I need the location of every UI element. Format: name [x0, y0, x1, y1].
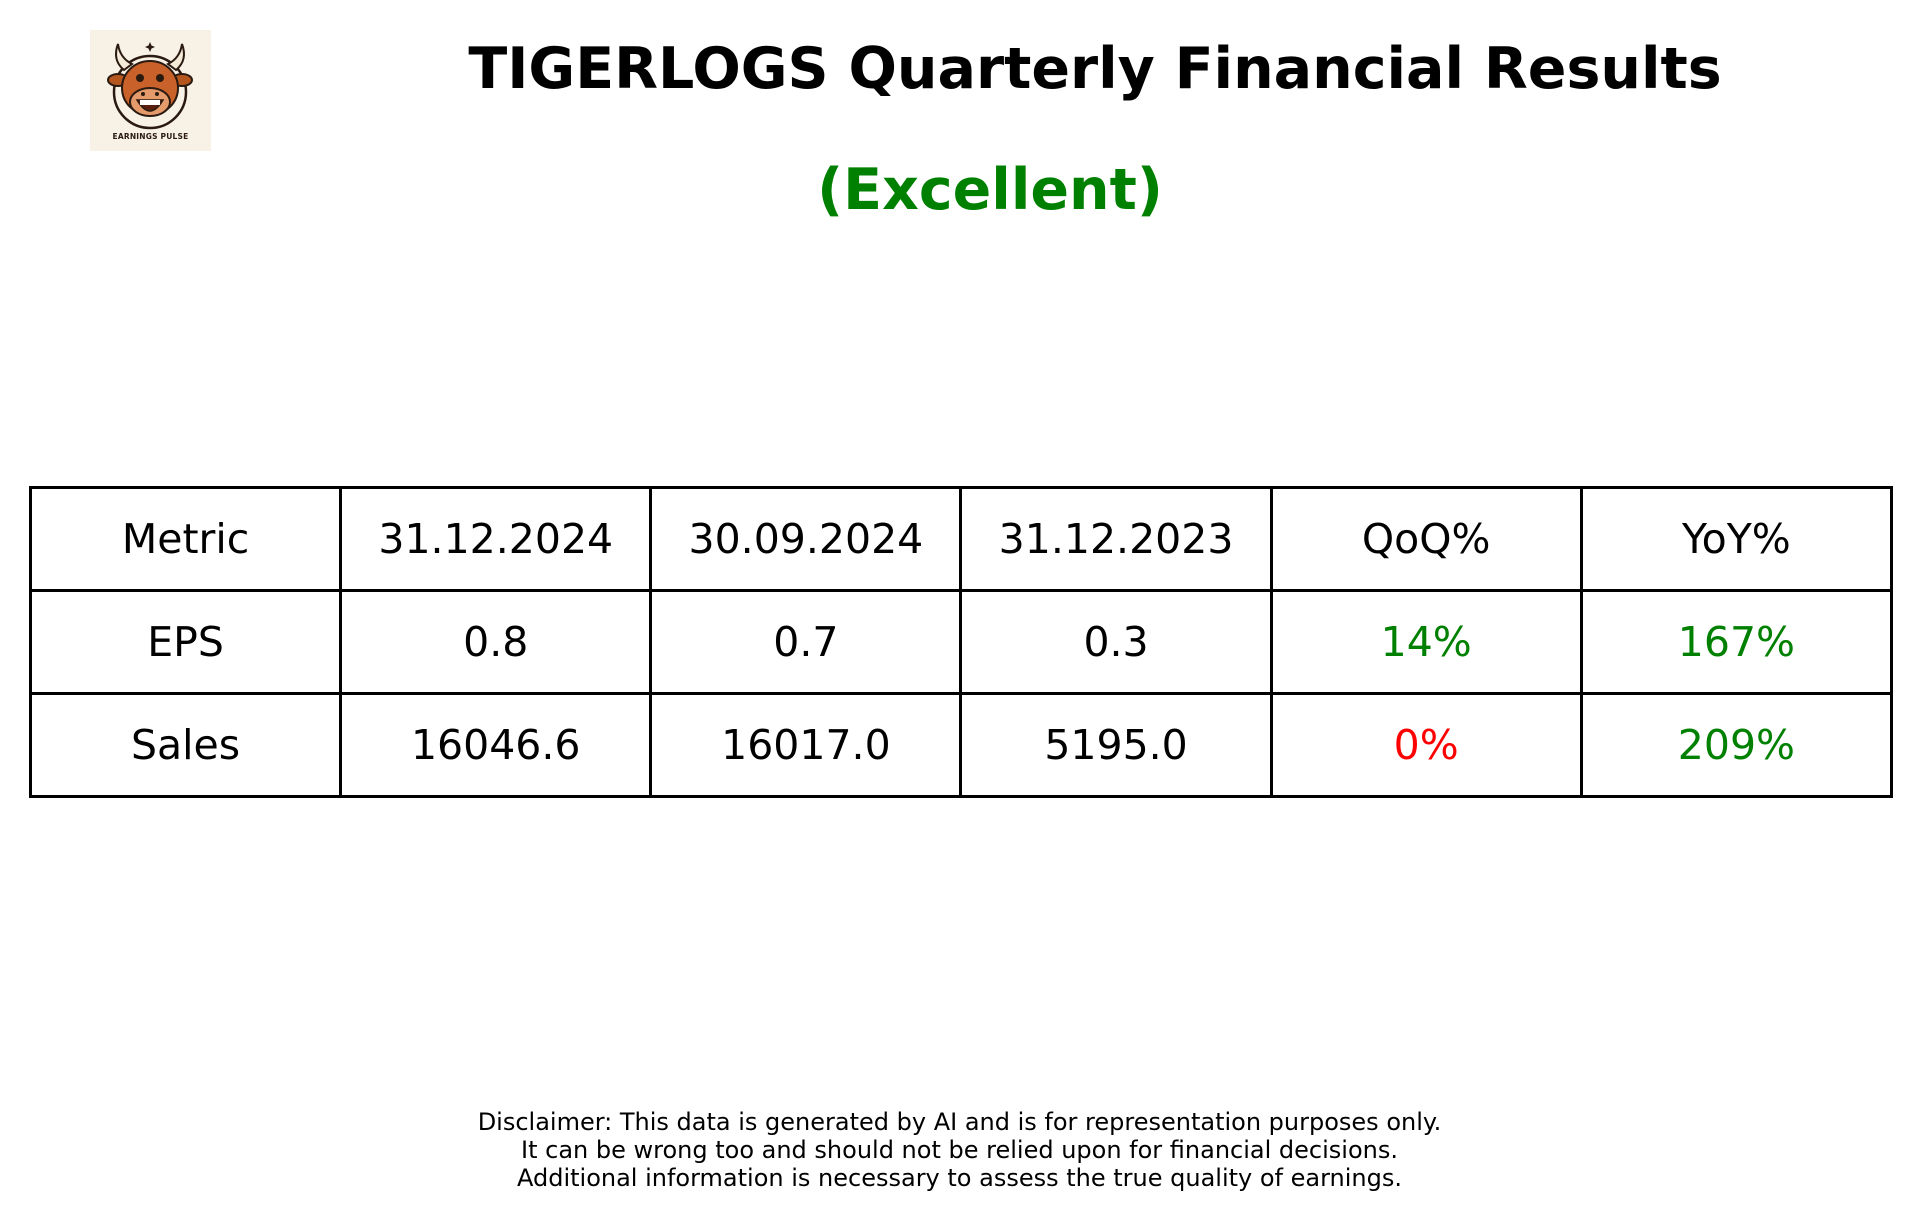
column-header: YoY% — [1579, 486, 1894, 592]
qoq-cell: 14% — [1269, 589, 1583, 695]
column-header: 31.12.2024 — [339, 486, 653, 592]
disclaimer-line: Additional information is necessary to a… — [516, 1164, 1402, 1192]
value-cell: 16046.6 — [339, 692, 653, 798]
yoy-cell: 167% — [1579, 589, 1894, 695]
value-cell: 0.7 — [649, 589, 963, 695]
column-header: Metric — [28, 486, 343, 592]
table-row-eps: EPS 0.8 0.7 0.3 14% 167% — [28, 589, 1894, 695]
column-header: 31.12.2023 — [959, 486, 1273, 592]
column-header: 30.09.2024 — [649, 486, 963, 592]
value-cell: 0.3 — [959, 589, 1273, 695]
disclaimer-line: Disclaimer: This data is generated by AI… — [477, 1108, 1442, 1136]
qoq-cell: 0% — [1269, 692, 1583, 798]
column-header: QoQ% — [1269, 486, 1583, 592]
disclaimer-line: It can be wrong too and should not be re… — [521, 1136, 1398, 1164]
value-cell: 5195.0 — [959, 692, 1273, 798]
value-cell: 0.8 — [339, 589, 653, 695]
table-row-sales: Sales 16046.6 16017.0 5195.0 0% 209% — [28, 692, 1894, 798]
logo-text: EARNINGS PULSE — [112, 132, 189, 141]
table-header-row: Metric 31.12.2024 30.09.2024 31.12.2023 … — [28, 486, 1894, 592]
page-title: TIGERLOGS Quarterly Financial Results — [468, 36, 1722, 102]
metric-cell: EPS — [28, 589, 343, 695]
rating-label: (Excellent) — [817, 157, 1163, 223]
value-cell: 16017.0 — [649, 692, 963, 798]
results-table: Metric 31.12.2024 30.09.2024 31.12.2023 … — [28, 486, 1894, 798]
yoy-cell: 209% — [1579, 692, 1894, 798]
earnings-pulse-logo: EARNINGS PULSE — [90, 30, 211, 151]
disclaimer: Disclaimer: This data is generated by AI… — [0, 1108, 1919, 1192]
metric-cell: Sales — [28, 692, 343, 798]
bull-icon — [107, 42, 193, 130]
